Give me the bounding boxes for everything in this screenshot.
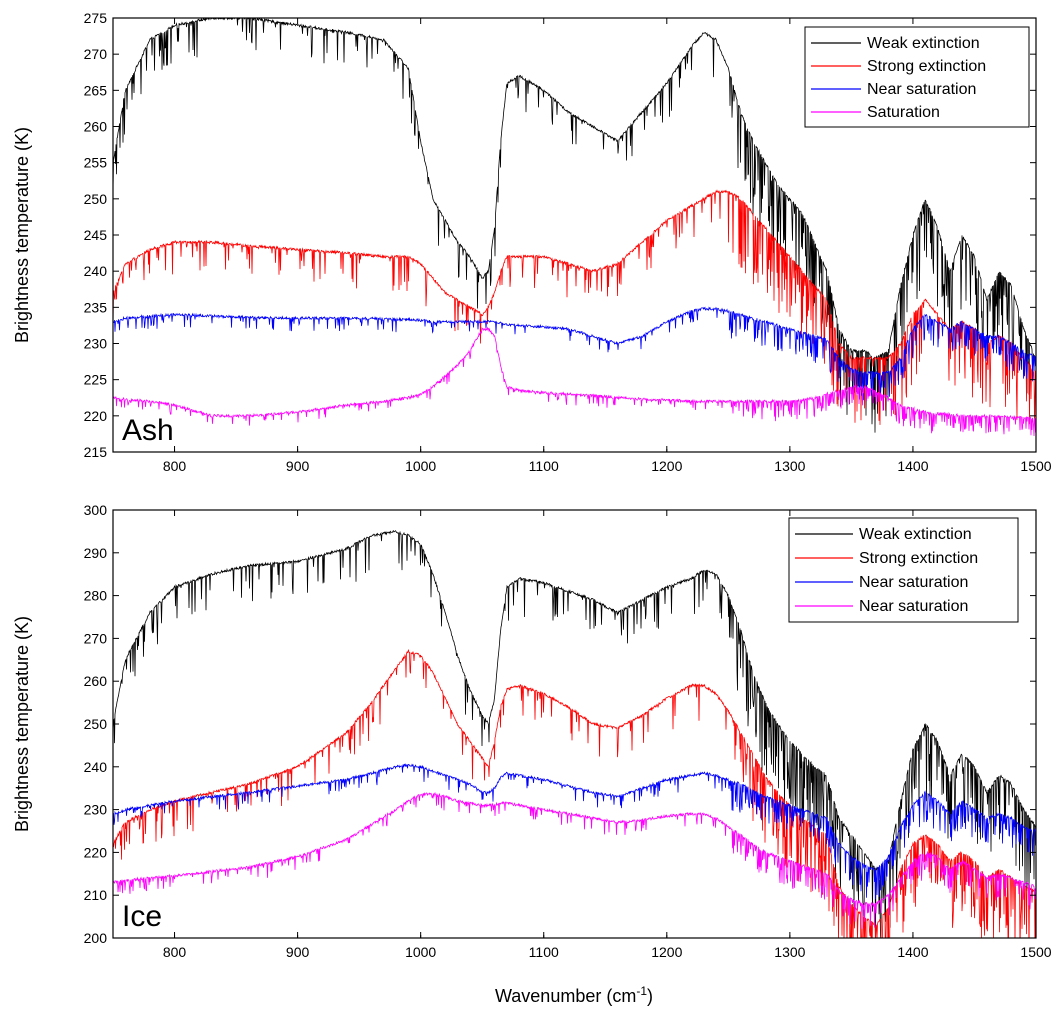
ash-y-axis-label: Brightness temperature (K) [12, 127, 32, 343]
ash-x-tick-label: 1500 [1020, 458, 1051, 474]
ash-panel: 800 900 1000 1100 1200 1300 1400 1500 215 220 225 2… [12, 10, 1052, 474]
ice-y-tick-label: 270 [84, 630, 108, 646]
ash-x-tick-label: 1300 [774, 458, 805, 474]
ice-x-tick-label: 800 [163, 944, 187, 960]
ice-legend-entry: Near saturation [859, 574, 968, 591]
ice-y-tick-label: 280 [84, 588, 108, 604]
ice-series-4-line [113, 791, 1036, 929]
ash-panel-label: Ash [122, 414, 174, 447]
ash-y-tick-label: 240 [84, 263, 108, 279]
ash-series-4-line [113, 326, 1036, 437]
ice-x-tick-label: 1300 [774, 944, 805, 960]
x-axis-label-superscript: -1 [636, 984, 647, 998]
x-axis-label: Wavenumber (cm-1) [495, 984, 653, 1006]
ice-legend-box [788, 517, 1019, 623]
ice-y-tick-label: 290 [84, 545, 108, 561]
ash-legend: Weak extinction Strong extinction Near sat… [804, 26, 1030, 128]
ash-y-tick-label: 230 [84, 336, 108, 352]
ice-y-tick-label: 230 [84, 802, 108, 818]
ash-x-tick-label: 900 [286, 458, 310, 474]
ash-x-tick-label: 1200 [651, 458, 682, 474]
ash-legend-entry: Strong extinction [867, 58, 986, 75]
ash-y-tick-label: 275 [84, 10, 108, 26]
ice-x-tick-label: 1000 [405, 944, 436, 960]
ash-y-tick-label: 225 [84, 372, 108, 388]
ash-y-tick-label: 270 [84, 46, 108, 62]
ash-y-tick-label: 260 [84, 119, 108, 135]
ice-y-tick-label: 300 [84, 502, 108, 518]
ash-axes-ticks: 800 900 1000 1100 1200 1300 1400 1500 215 220 225 2… [84, 10, 1052, 474]
ice-y-tick-label: 250 [84, 716, 108, 732]
ice-y-tick-label: 260 [84, 673, 108, 689]
ash-x-tick-label: 1000 [405, 458, 436, 474]
ice-legend-entry: Weak extinction [859, 526, 972, 543]
ash-series-2-line [113, 189, 1036, 425]
ice-x-tick-label: 1100 [529, 944, 559, 960]
ash-legend-entry: Near saturation [867, 81, 976, 98]
ash-series-1-line [113, 18, 1036, 433]
ice-legend: Weak extinction Strong extinction Near sat… [788, 517, 1019, 623]
ash-legend-entry: Saturation [867, 104, 940, 121]
ice-axes-ticks: 800 900 1000 1100 1200 1300 1400 1500 200 210 220 2… [84, 502, 1052, 960]
ash-x-tick-label: 1100 [529, 458, 559, 474]
ice-y-tick-label: 220 [84, 844, 108, 860]
ash-x-tick-label: 800 [163, 458, 187, 474]
ice-y-tick-label: 210 [84, 887, 108, 903]
ice-x-tick-label: 1500 [1020, 944, 1051, 960]
ice-legend-entry: Near saturation [859, 598, 968, 615]
ice-panel: 800 900 1000 1100 1200 1300 1400 1500 200 210 220 2… [12, 502, 1052, 960]
ice-x-tick-label: 1400 [897, 944, 928, 960]
ice-y-axis-label: Brightness temperature (K) [12, 616, 32, 832]
ash-y-tick-label: 245 [84, 227, 108, 243]
ash-y-tick-label: 265 [84, 82, 108, 98]
ash-y-tick-label: 220 [84, 408, 108, 424]
ice-series-3-line [113, 763, 1036, 900]
ash-legend-box [804, 26, 1030, 128]
x-axis-label-suffix: ) [647, 986, 653, 1006]
ash-x-tick-label: 1400 [897, 458, 928, 474]
ash-y-tick-label: 250 [84, 191, 108, 207]
ash-y-tick-label: 235 [84, 299, 108, 315]
ice-series-lines [113, 530, 1036, 938]
ash-y-tick-label: 215 [84, 444, 108, 460]
ice-y-tick-label: 240 [84, 759, 108, 775]
ice-x-tick-label: 1200 [651, 944, 682, 960]
ice-series-2-line [113, 648, 1036, 938]
ice-legend-entry: Strong extinction [859, 550, 978, 567]
x-axis-label-text: Wavenumber (cm [495, 986, 636, 1006]
ash-series-lines [113, 18, 1036, 437]
ash-legend-entry: Weak extinction [867, 35, 980, 52]
ice-y-tick-label: 200 [84, 930, 108, 946]
ice-x-tick-label: 900 [286, 944, 310, 960]
ice-panel-label: Ice [122, 900, 162, 933]
ash-series-3-line [113, 306, 1036, 401]
ash-y-tick-label: 255 [84, 155, 108, 171]
